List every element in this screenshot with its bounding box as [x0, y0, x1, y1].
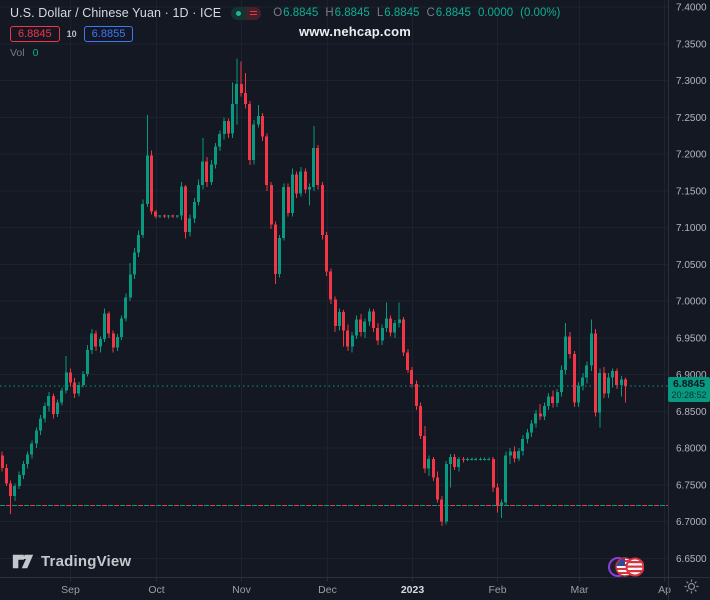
bar-countdown: 20:28:52 [671, 389, 707, 400]
svg-text:7.0000: 7.0000 [676, 297, 707, 308]
symbol-title[interactable]: U.S. Dollar / Chinese Yuan · 1D · ICE [10, 6, 222, 20]
volume-value: 0 [32, 47, 39, 59]
change-percent: (0.00%) [520, 7, 561, 19]
svg-text:7.4000: 7.4000 [676, 3, 707, 14]
spread-value: 10 [66, 29, 77, 39]
svg-text:2023: 2023 [401, 584, 425, 596]
close-value: 6.8845 [435, 7, 471, 19]
bid-button[interactable]: 6.8845 [10, 26, 60, 42]
svg-text:Ap: Ap [658, 584, 671, 596]
svg-text:6.6500: 6.6500 [676, 554, 707, 565]
volume-legend: Vol 0 [10, 47, 560, 59]
svg-text:6.9000: 6.9000 [676, 370, 707, 381]
watermark: www.nehcap.com [298, 24, 412, 39]
svg-text:Oct: Oct [148, 584, 164, 596]
svg-text:7.2500: 7.2500 [676, 113, 707, 124]
svg-text:6.8500: 6.8500 [676, 407, 707, 418]
svg-text:6.9500: 6.9500 [676, 333, 707, 344]
tradingview-logo-icon [12, 554, 34, 569]
axis-settings-gear-icon[interactable] [684, 579, 699, 599]
svg-text:7.3500: 7.3500 [676, 39, 707, 50]
chart-legend: U.S. Dollar / Chinese Yuan · 1D · ICE O6… [10, 5, 560, 59]
svg-text:Feb: Feb [488, 584, 506, 596]
svg-text:Nov: Nov [232, 584, 251, 596]
high-value: 6.8845 [334, 7, 370, 19]
low-value: 6.8845 [384, 7, 420, 19]
last-price-value: 6.8845 [672, 377, 706, 390]
svg-text:7.0500: 7.0500 [676, 260, 707, 271]
last-price-label: 6.8845 20:28:52 [668, 376, 710, 402]
price-axis[interactable] [668, 0, 710, 577]
tradingview-logo-text: TradingView [41, 553, 132, 570]
open-value: 6.8845 [283, 7, 319, 19]
usd-cny-flag-icons [608, 554, 645, 585]
svg-text:7.3000: 7.3000 [676, 76, 707, 87]
change-value: 0.0000 [477, 7, 514, 19]
red-list-icon [246, 6, 262, 20]
svg-text:Dec: Dec [318, 584, 337, 596]
volume-label: Vol [10, 47, 25, 59]
svg-text:6.7500: 6.7500 [676, 480, 707, 491]
ohlc-values: O6.8845 H6.8845 L6.8845 C6.8845 0.0000 (… [273, 7, 561, 19]
svg-text:Mar: Mar [570, 584, 589, 596]
svg-text:6.7000: 6.7000 [676, 517, 707, 528]
svg-text:7.1500: 7.1500 [676, 186, 707, 197]
live-dot-icon [231, 6, 247, 20]
time-axis[interactable] [0, 577, 710, 600]
data-mode-toggle[interactable] [231, 6, 262, 20]
svg-text:Sep: Sep [61, 584, 80, 596]
tradingview-logo[interactable]: TradingView [12, 553, 131, 570]
svg-text:7.1000: 7.1000 [676, 223, 707, 234]
ask-button[interactable]: 6.8855 [83, 26, 134, 42]
svg-text:7.2000: 7.2000 [676, 150, 707, 161]
svg-text:6.8000: 6.8000 [676, 444, 707, 455]
